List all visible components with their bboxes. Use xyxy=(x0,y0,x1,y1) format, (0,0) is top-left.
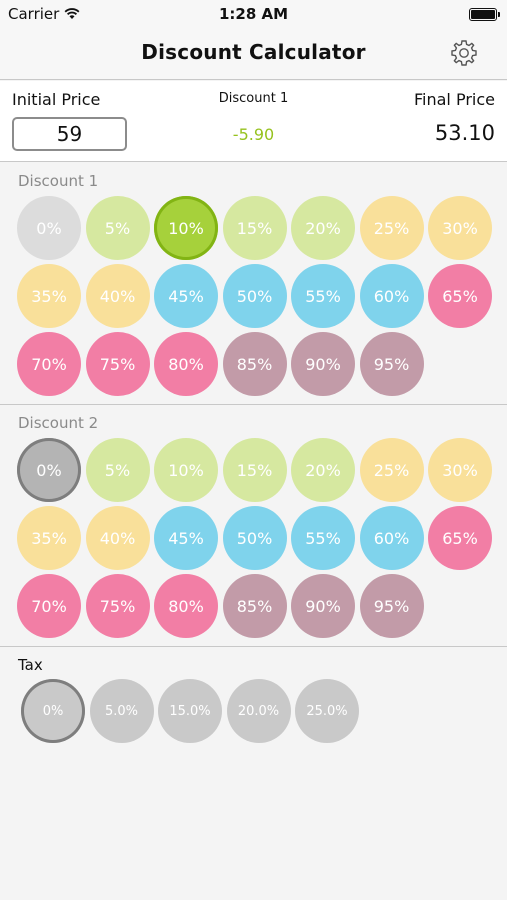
discount2-option[interactable]: 30% xyxy=(428,438,492,502)
discount1-option[interactable]: 20% xyxy=(291,196,355,260)
initial-price-input[interactable] xyxy=(12,117,127,151)
discount2-option[interactable]: 25% xyxy=(359,438,424,502)
discount1-option[interactable]: 55% xyxy=(291,264,355,328)
discount1-option[interactable]: 80% xyxy=(154,332,218,396)
discount1-option[interactable]: 60% xyxy=(359,264,424,328)
discount2-option[interactable]: 95% xyxy=(359,574,424,638)
tax-option[interactable]: 5.0% xyxy=(89,679,154,743)
tax-option[interactable]: 20.0% xyxy=(226,679,291,743)
discount2-option[interactable]: 90% xyxy=(291,574,355,638)
final-price-value: 53.10 xyxy=(434,121,495,145)
discount2-option[interactable]: 70% xyxy=(17,574,81,638)
discount1-option[interactable]: 75% xyxy=(85,332,150,396)
discount2-option[interactable]: 40% xyxy=(85,506,150,570)
discount1-option[interactable]: 95% xyxy=(359,332,424,396)
nav-bar: Discount Calculator xyxy=(0,28,507,80)
discount1-option[interactable]: 10% xyxy=(154,196,218,260)
discount1-label: Discount 1 xyxy=(218,91,289,106)
final-price-label: Final Price xyxy=(414,90,495,109)
divider xyxy=(0,404,507,405)
discount1-option[interactable]: 15% xyxy=(222,196,287,260)
discount1-option[interactable]: 50% xyxy=(222,264,287,328)
discount2-option[interactable]: 50% xyxy=(222,506,287,570)
discount2-option[interactable]: 10% xyxy=(154,438,218,502)
discount2-option[interactable]: 15% xyxy=(222,438,287,502)
carrier-label: Carrier xyxy=(8,5,60,23)
battery-icon xyxy=(469,8,500,21)
discount2-option[interactable]: 75% xyxy=(85,574,150,638)
tax-section-title: Tax xyxy=(18,656,43,674)
discount2-option[interactable]: 45% xyxy=(154,506,218,570)
discount1-option[interactable]: 25% xyxy=(359,196,424,260)
discount2-option[interactable]: 65% xyxy=(428,506,492,570)
discount1-grid: 0% 5% 10% 15% 20% 25% 30% 35% 40% 45% 50% 55% 60% 65%… xyxy=(17,196,492,396)
tax-option[interactable]: 0% xyxy=(21,679,85,743)
tax-option[interactable]: 15.0% xyxy=(158,679,222,743)
wifi-icon xyxy=(64,8,80,19)
discount1-amount: -5.90 xyxy=(232,125,275,144)
tax-grid: 0% 5.0% 15.0% 20.0% 25.0% xyxy=(21,679,359,743)
discount2-option[interactable]: 55% xyxy=(291,506,355,570)
discount1-option[interactable]: 0% xyxy=(17,196,81,260)
discount2-option[interactable]: 20% xyxy=(291,438,355,502)
discount1-section-title: Discount 1 xyxy=(18,172,99,190)
discount1-option[interactable]: 40% xyxy=(85,264,150,328)
status-time: 1:28 AM xyxy=(218,5,289,23)
discount1-option[interactable]: 35% xyxy=(17,264,81,328)
discount1-option[interactable]: 90% xyxy=(291,332,355,396)
tax-option[interactable]: 25.0% xyxy=(295,679,359,743)
discount2-section-title: Discount 2 xyxy=(18,414,99,432)
discount2-option[interactable]: 85% xyxy=(222,574,287,638)
discount1-option[interactable]: 5% xyxy=(85,196,150,260)
discount2-option[interactable]: 5% xyxy=(85,438,150,502)
page-title: Discount Calculator xyxy=(141,40,366,64)
discount1-option[interactable]: 65% xyxy=(428,264,492,328)
discount2-option[interactable]: 0% xyxy=(17,438,81,502)
discount2-option[interactable]: 60% xyxy=(359,506,424,570)
initial-price-label: Initial Price xyxy=(12,90,101,109)
gear-icon[interactable] xyxy=(449,38,479,68)
discount2-grid: 0% 5% 10% 15% 20% 25% 30% 35% 40% 45% 50% 55% 60% 65%… xyxy=(17,438,492,638)
divider xyxy=(0,646,507,647)
discount1-option[interactable]: 70% xyxy=(17,332,81,396)
status-carrier: Carrier xyxy=(8,5,80,23)
discount2-option[interactable]: 80% xyxy=(154,574,218,638)
discount1-option[interactable]: 85% xyxy=(222,332,287,396)
summary-panel: Initial Price Discount 1 -5.90 Final Pri… xyxy=(0,81,507,162)
discount2-option[interactable]: 35% xyxy=(17,506,81,570)
discount1-option[interactable]: 30% xyxy=(428,196,492,260)
discount1-option[interactable]: 45% xyxy=(154,264,218,328)
status-bar: Carrier 1:28 AM xyxy=(0,0,507,28)
